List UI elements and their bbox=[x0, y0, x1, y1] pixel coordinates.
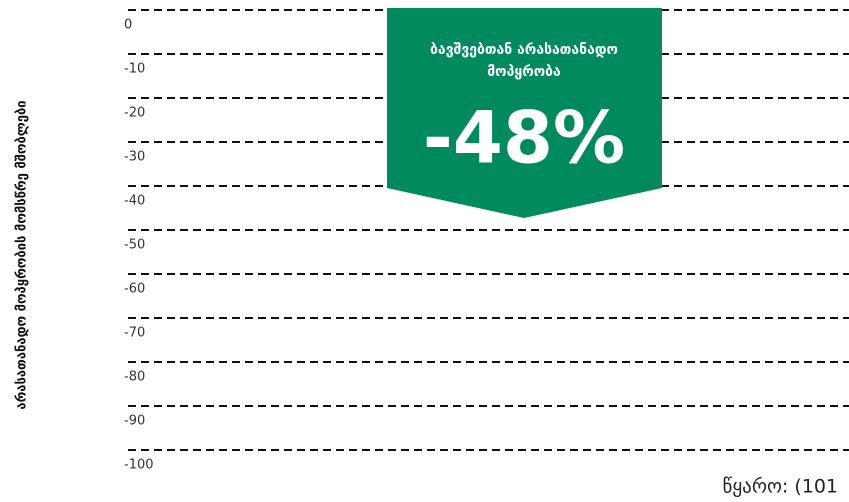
y-tick-label: -10 bbox=[124, 62, 145, 77]
y-tick-label: -20 bbox=[124, 106, 145, 121]
y-tick-label: -70 bbox=[124, 326, 145, 341]
annotation-label: ბავშვებთან არასათანადო bbox=[430, 42, 618, 58]
annotation-value: -48% bbox=[423, 96, 625, 180]
y-axis-label: არასათანადო მოპყრობის მომსწრე მშობლები bbox=[15, 100, 30, 409]
y-tick-label: -50 bbox=[124, 238, 145, 253]
y-tick-label: -30 bbox=[124, 150, 145, 165]
source: წყარო: (101 bbox=[723, 476, 839, 498]
y-tick-label: 0 bbox=[124, 18, 132, 33]
y-tick-label: -100 bbox=[124, 458, 154, 473]
y-tick-label: -90 bbox=[124, 414, 145, 429]
y-tick-label: -80 bbox=[124, 370, 145, 385]
y-tick-label: -60 bbox=[124, 282, 145, 297]
y-tick-label: -40 bbox=[124, 194, 145, 209]
annotation-banner bbox=[387, 8, 662, 218]
annotation-label: მოპყრობა bbox=[487, 64, 561, 80]
